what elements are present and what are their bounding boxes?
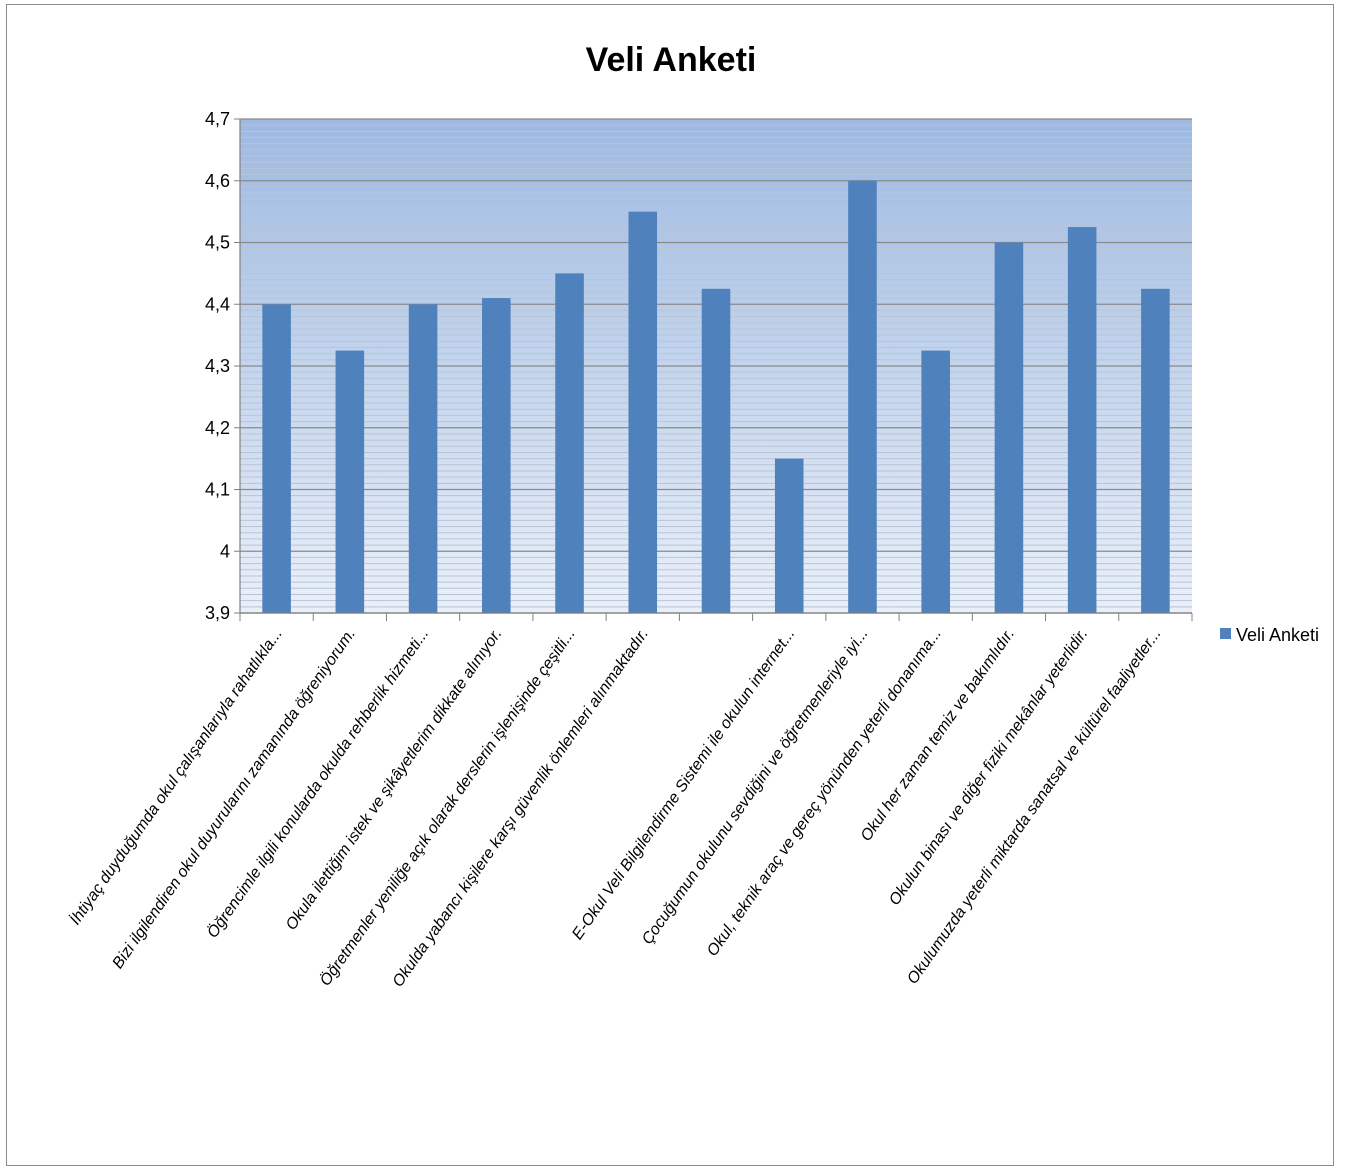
y-tick-label: 4,4 (205, 294, 230, 314)
legend-swatch (1220, 628, 1231, 639)
bar (555, 273, 584, 613)
chart-frame: Veli Anketi 3,9 4 4,1 4,2 4,3 4,4 4,5 4,6 4,7 İh… (6, 4, 1334, 1166)
bar (774, 458, 804, 613)
chart-title: Veli Anketi (586, 41, 757, 79)
x-tick-labels: İhtiyaç duyduğumda okul çalışanlarıyla r… (65, 624, 1164, 990)
bar (701, 288, 731, 613)
bar (482, 298, 511, 613)
y-tick-label: 4,1 (205, 480, 230, 500)
y-tick-label: 3,9 (205, 603, 230, 623)
axes (239, 119, 1193, 621)
bar (848, 180, 877, 613)
y-tick-labels: 3,9 4 4,1 4,2 4,3 4,4 4,5 4,6 4,7 (205, 109, 230, 623)
y-tick-label: 4,7 (205, 109, 230, 129)
bar (408, 304, 438, 613)
bar (921, 350, 950, 613)
y-tick-label: 4,5 (205, 233, 230, 253)
bar (1141, 288, 1170, 613)
legend: Veli Anketi (1220, 625, 1319, 645)
x-tick-label: Okul her zaman temiz ve bakımlıdır. (858, 626, 1018, 845)
x-tick-label: Okulda yabancı kişilere karşı güvenlik ö… (390, 626, 652, 991)
bar (262, 304, 291, 613)
bar (1067, 227, 1097, 613)
y-tick-label: 4,6 (205, 171, 230, 191)
chart-svg: Veli Anketi 3,9 4 4,1 4,2 4,3 4,4 4,5 4,6 4,7 İh… (65, 41, 1319, 990)
bar (335, 350, 365, 613)
y-tick-label: 4,3 (205, 356, 230, 376)
y-tick-label: 4 (220, 541, 230, 561)
x-tick-label: Bizi ilgilendiren okul duyurularını zama… (110, 626, 360, 972)
x-tick-label: Okulumuzda yeterli miktarda sanatsal ve … (904, 626, 1164, 988)
bar (994, 242, 1024, 613)
bar (628, 211, 658, 613)
legend-label: Veli Anketi (1236, 625, 1319, 645)
x-tick-label: Öğretmenler yeniliğe açık olarak dersler… (316, 625, 579, 989)
y-tick-label: 4,2 (205, 418, 230, 438)
bar-series (262, 180, 1170, 613)
